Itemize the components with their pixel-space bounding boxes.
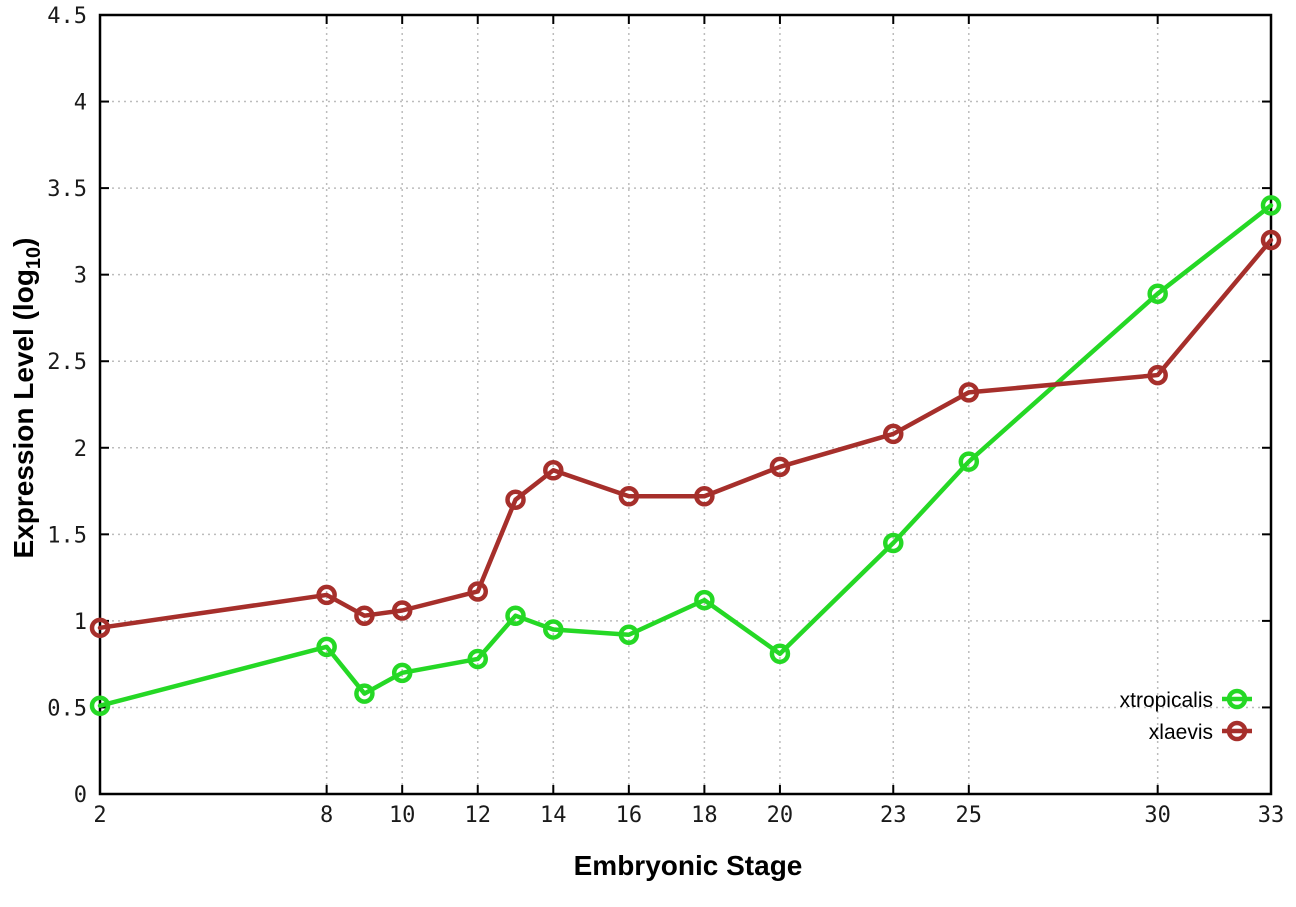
data-point-xlaevis (505, 489, 526, 510)
x-tick-label: 14 (540, 803, 567, 828)
data-point-xtropicalis (1260, 195, 1282, 216)
x-tick-label: 12 (464, 803, 491, 828)
legend-marker-xlaevis (1226, 720, 1248, 742)
data-point-xlaevis (354, 605, 375, 626)
data-point-xlaevis (694, 485, 715, 507)
data-point-xtropicalis (883, 532, 904, 554)
plot-border (98, 13, 1273, 796)
series-line-xtropicalis (97, 203, 1274, 708)
legend: xtropicalis xlaevis (1120, 688, 1252, 744)
data-point-xtropicalis (958, 451, 980, 472)
x-tick-label: 10 (389, 803, 416, 828)
y-axis-label: Expression Level (log10) (8, 238, 46, 559)
y-tick-label: 4.5 (47, 4, 87, 29)
x-tick-label: 20 (767, 803, 794, 828)
y-tick-label: 1 (74, 610, 87, 635)
y-axis-label-subscript: 10 (22, 246, 45, 270)
data-point-xlaevis (543, 460, 564, 481)
y-tick-label: 3 (74, 264, 87, 289)
y-axis-label-suffix: ) (8, 237, 40, 247)
x-tick-label: 16 (616, 803, 643, 828)
data-point-xlaevis (316, 584, 337, 606)
data-point-xtropicalis (694, 589, 715, 611)
x-tick-label: 18 (691, 803, 718, 828)
x-tick-label: 25 (956, 803, 983, 828)
data-point-xlaevis (391, 600, 413, 621)
x-axis-label: Embryonic Stage (573, 850, 803, 881)
y-tick-label: 2 (74, 437, 87, 462)
data-point-xlaevis (618, 485, 640, 507)
y-tick-label: 1.5 (47, 523, 87, 548)
data-point-xlaevis (1260, 229, 1282, 251)
data-point-xlaevis (89, 617, 111, 639)
y-tick-label: 0.5 (47, 696, 87, 721)
legend-label-xlaevis: xlaevis (1149, 721, 1213, 744)
x-tick-label: 8 (320, 803, 333, 828)
data-point-xtropicalis (316, 636, 337, 658)
data-point-xlaevis (1147, 364, 1168, 386)
data-point-xtropicalis (467, 648, 488, 670)
y-tick-label: 0 (74, 783, 87, 808)
data-point-xlaevis (467, 581, 488, 602)
data-point-xtropicalis (391, 662, 413, 684)
data-point-xtropicalis (354, 683, 375, 704)
data-point-xtropicalis (769, 643, 791, 665)
legend-label-xtropicalis: xtropicalis (1120, 689, 1213, 712)
data-point-xtropicalis (1147, 283, 1168, 304)
x-tick-label: 33 (1258, 803, 1285, 828)
y-tick-label: 2.5 (47, 350, 87, 375)
series-line-xlaevis (97, 237, 1274, 631)
tick-labels: 0 0.5 1 1.5 2 2.5 3 3.5 4 4.5 2 8 10 12 14 16 18 20 23 25 30… (47, 4, 1284, 828)
data-point-xtropicalis (505, 605, 526, 626)
x-tick-label: 23 (880, 803, 907, 828)
x-tick-label: 2 (93, 803, 106, 828)
y-tick-label: 4 (74, 91, 87, 116)
data-point-xlaevis (958, 382, 980, 403)
data-point-xlaevis (883, 423, 904, 445)
tick-marks (99, 14, 1272, 795)
legend-marker-xtropicalis (1226, 688, 1248, 710)
data-point-xlaevis (769, 456, 791, 478)
gridlines (100, 15, 1271, 794)
y-axis-label-prefix: Expression Level (log (8, 269, 40, 559)
data-point-xtropicalis (89, 695, 111, 716)
data-point-xtropicalis (543, 619, 564, 640)
y-tick-label: 3.5 (47, 177, 87, 202)
x-tick-label: 30 (1144, 803, 1171, 828)
data-point-xtropicalis (618, 624, 640, 645)
